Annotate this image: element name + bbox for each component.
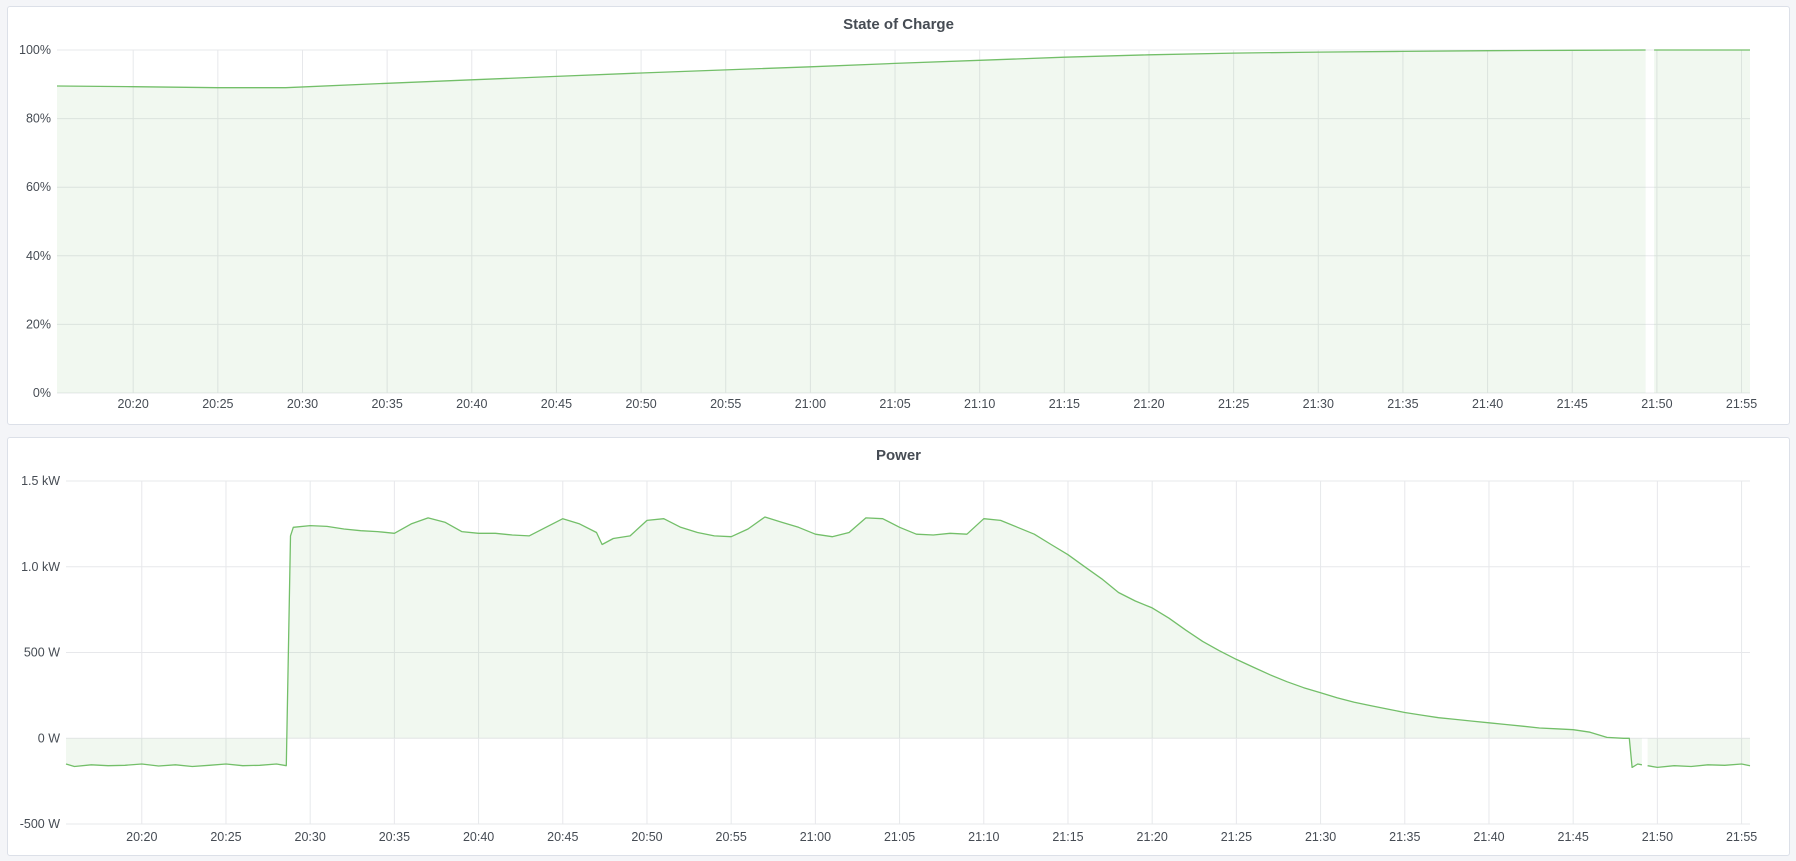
x-tick-label: 20:20 bbox=[118, 397, 149, 411]
x-tick-label: 20:25 bbox=[210, 830, 241, 844]
x-tick-label: 21:50 bbox=[1641, 397, 1672, 411]
x-tick-label: 21:45 bbox=[1557, 397, 1588, 411]
x-tick-label: 21:10 bbox=[964, 397, 995, 411]
x-tick-label: 21:00 bbox=[795, 397, 826, 411]
x-tick-label: 21:25 bbox=[1218, 397, 1249, 411]
x-tick-label: 20:35 bbox=[371, 397, 402, 411]
x-tick-label: 20:20 bbox=[126, 830, 157, 844]
x-tick-label: 21:40 bbox=[1473, 830, 1504, 844]
x-tick-label: 20:50 bbox=[625, 397, 656, 411]
power-panel-title: Power bbox=[875, 447, 921, 464]
y-tick-label: 500 W bbox=[24, 646, 60, 660]
soc-panel: State of Charge bbox=[7, 6, 1790, 425]
x-tick-label: 20:45 bbox=[547, 830, 578, 844]
x-tick-label: 21:40 bbox=[1472, 397, 1503, 411]
series-area bbox=[1647, 738, 1750, 768]
x-tick-label: 20:30 bbox=[295, 830, 326, 844]
y-tick-label: -500 W bbox=[20, 817, 60, 831]
x-tick-label: 21:00 bbox=[800, 830, 831, 844]
x-tick-label: 21:45 bbox=[1558, 830, 1589, 844]
y-tick-label: 1.5 kW bbox=[21, 474, 60, 488]
x-tick-label: 21:35 bbox=[1387, 397, 1418, 411]
series-line bbox=[65, 516, 1643, 769]
x-tick-label: 20:40 bbox=[456, 397, 487, 411]
y-tick-label: 0% bbox=[33, 386, 51, 400]
y-tick-label: 0 W bbox=[38, 731, 60, 745]
series-area bbox=[57, 50, 1646, 393]
x-tick-label: 21:25 bbox=[1221, 830, 1252, 844]
y-tick-label: 20% bbox=[26, 317, 51, 331]
x-tick-label: 20:40 bbox=[463, 830, 494, 844]
x-tick-label: 20:55 bbox=[716, 830, 747, 844]
x-tick-label: 21:05 bbox=[879, 397, 910, 411]
x-tick-label: 21:20 bbox=[1133, 397, 1164, 411]
x-tick-label: 21:05 bbox=[884, 830, 915, 844]
x-tick-label: 20:45 bbox=[541, 397, 572, 411]
x-tick-label: 20:35 bbox=[379, 830, 410, 844]
soc-panel-title: State of Charge bbox=[843, 16, 954, 33]
x-tick-label: 21:20 bbox=[1137, 830, 1168, 844]
x-tick-label: 21:30 bbox=[1303, 397, 1334, 411]
x-tick-label: 21:30 bbox=[1305, 830, 1336, 844]
y-tick-label: 100% bbox=[19, 43, 51, 57]
power-panel: Power bbox=[7, 437, 1790, 856]
y-tick-label: 80% bbox=[26, 112, 51, 126]
series-line bbox=[1647, 763, 1751, 769]
y-tick-label: 1.0 kW bbox=[21, 560, 60, 574]
x-tick-label: 21:50 bbox=[1642, 830, 1673, 844]
x-tick-label: 21:55 bbox=[1726, 397, 1757, 411]
series-area bbox=[1654, 50, 1750, 393]
x-tick-label: 21:10 bbox=[968, 830, 999, 844]
x-tick-label: 21:15 bbox=[1052, 830, 1083, 844]
x-tick-label: 20:25 bbox=[202, 397, 233, 411]
x-tick-label: 21:15 bbox=[1049, 397, 1080, 411]
x-tick-label: 20:55 bbox=[710, 397, 741, 411]
x-tick-label: 21:35 bbox=[1389, 830, 1420, 844]
x-tick-label: 20:50 bbox=[631, 830, 662, 844]
y-tick-label: 40% bbox=[26, 249, 51, 263]
series-line bbox=[56, 49, 1646, 89]
y-tick-label: 60% bbox=[26, 180, 51, 194]
series-area bbox=[66, 517, 1642, 768]
x-tick-label: 21:55 bbox=[1726, 830, 1757, 844]
x-tick-label: 20:30 bbox=[287, 397, 318, 411]
